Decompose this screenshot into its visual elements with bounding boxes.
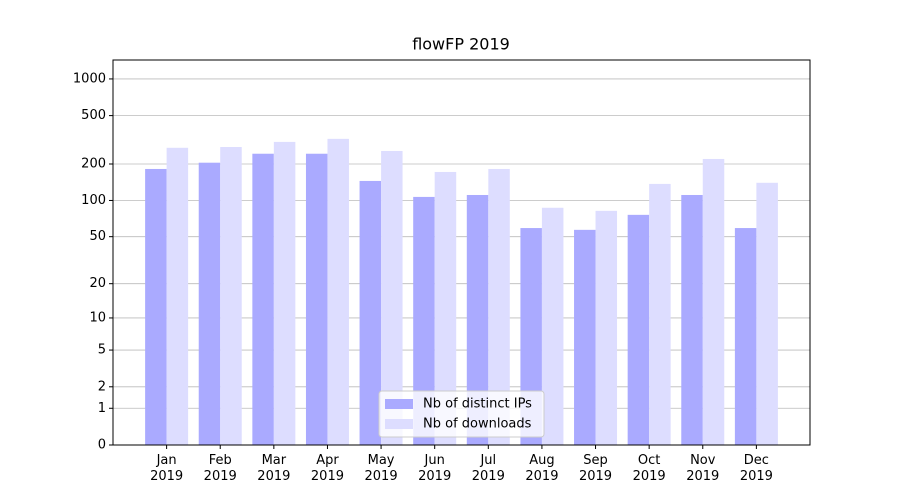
x-tick-label: Feb 2019 xyxy=(203,453,237,484)
bar xyxy=(595,210,618,445)
chart-title: flowFP 2019 xyxy=(412,35,510,54)
bar xyxy=(327,138,349,445)
y-tick-label: 10 xyxy=(89,310,106,325)
bar xyxy=(381,150,403,446)
legend-swatch xyxy=(385,399,413,409)
bar xyxy=(220,147,242,445)
y-tick-label: 1000 xyxy=(73,71,106,86)
bar xyxy=(488,168,510,445)
legend-box xyxy=(378,390,545,438)
bar xyxy=(466,194,489,445)
x-tick-label: Nov 2019 xyxy=(686,453,720,484)
x-tick-label: Jun 2019 xyxy=(418,453,452,484)
bar xyxy=(541,207,564,445)
bar xyxy=(627,214,650,445)
x-tick-label: Apr 2019 xyxy=(310,453,344,484)
bar xyxy=(359,180,382,446)
bar xyxy=(198,162,221,445)
y-tick-label: 0 xyxy=(98,438,106,453)
y-tick-label: 50 xyxy=(89,229,106,244)
bar xyxy=(145,168,167,445)
bar xyxy=(681,194,703,445)
y-tick-label: 100 xyxy=(81,193,106,208)
x-tick-label: Jul 2019 xyxy=(471,453,505,484)
x-tick-label: Sep 2019 xyxy=(578,453,613,484)
x-tick-label: Mar 2019 xyxy=(257,453,291,484)
y-tick-label: 200 xyxy=(81,157,106,172)
y-tick-label: 20 xyxy=(89,276,106,291)
y-tick-label: 2 xyxy=(98,379,106,394)
y-tick-label: 1 xyxy=(98,401,106,416)
legend: Nb of distinct IPs Nb of downloads xyxy=(378,390,545,438)
bar xyxy=(734,228,757,445)
bar xyxy=(649,183,671,445)
x-tick-label: Jan 2019 xyxy=(150,453,184,484)
bar xyxy=(756,182,778,446)
bar xyxy=(252,153,274,446)
x-tick-label: Dec 2019 xyxy=(739,453,773,484)
y-tick-label: 500 xyxy=(81,108,106,123)
bar xyxy=(702,158,725,445)
bar xyxy=(166,147,189,445)
legend-label: Nb of downloads xyxy=(423,417,532,432)
bar xyxy=(305,153,328,446)
legend-label: Nb of distinct IPs xyxy=(423,397,532,412)
x-tick-label: Aug 2019 xyxy=(525,453,559,484)
bar xyxy=(413,196,435,445)
bar xyxy=(574,229,596,445)
plot-frame xyxy=(112,59,811,446)
y-tick-label: 5 xyxy=(98,343,106,358)
legend-swatch xyxy=(385,419,413,429)
x-tick-label: May 2019 xyxy=(364,453,398,484)
bar xyxy=(273,141,296,445)
x-tick-label: Oct 2019 xyxy=(632,453,666,484)
bar xyxy=(434,171,457,445)
